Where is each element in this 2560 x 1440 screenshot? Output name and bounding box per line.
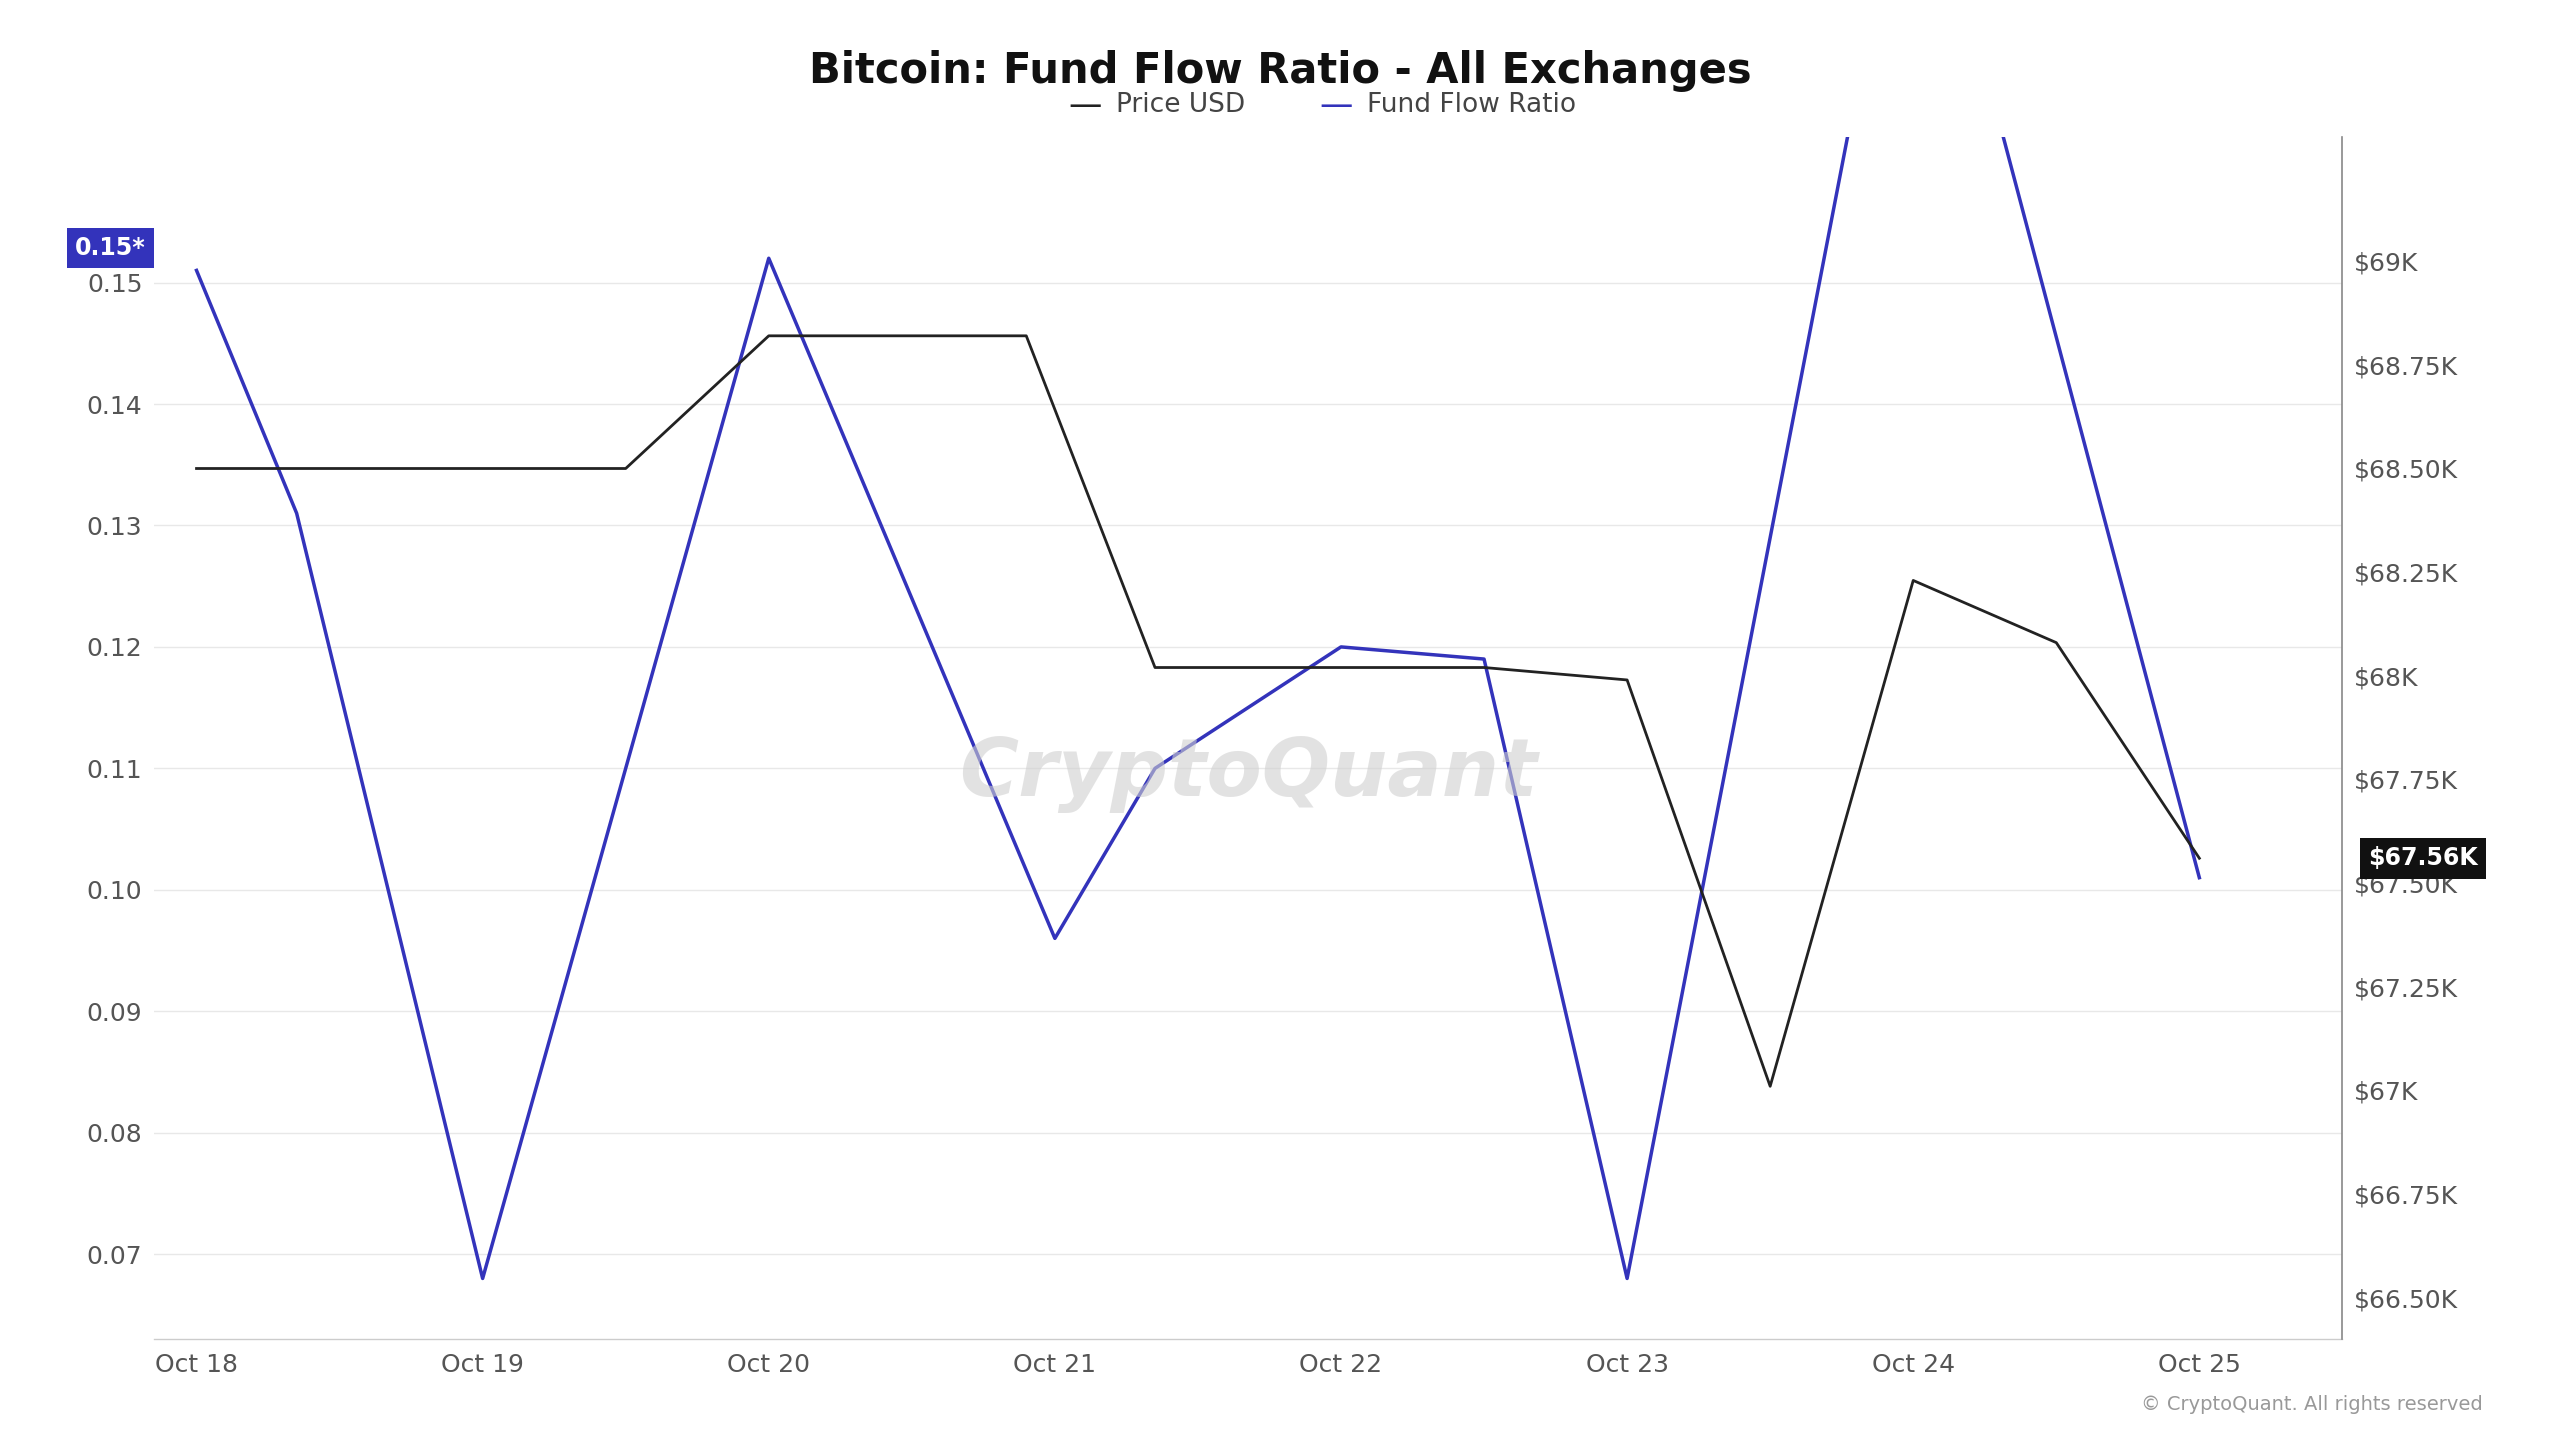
- Text: —: —: [1068, 89, 1103, 121]
- Text: $67.56K: $67.56K: [2368, 847, 2478, 870]
- Text: Bitcoin: Fund Flow Ratio - All Exchanges: Bitcoin: Fund Flow Ratio - All Exchanges: [809, 50, 1751, 92]
- Text: Price USD: Price USD: [1116, 92, 1244, 118]
- Text: Fund Flow Ratio: Fund Flow Ratio: [1367, 92, 1577, 118]
- Text: © CryptoQuant. All rights reserved: © CryptoQuant. All rights reserved: [2143, 1395, 2483, 1414]
- Text: CryptoQuant: CryptoQuant: [960, 734, 1536, 814]
- Text: 0.15*: 0.15*: [74, 236, 146, 261]
- Text: —: —: [1318, 89, 1354, 121]
